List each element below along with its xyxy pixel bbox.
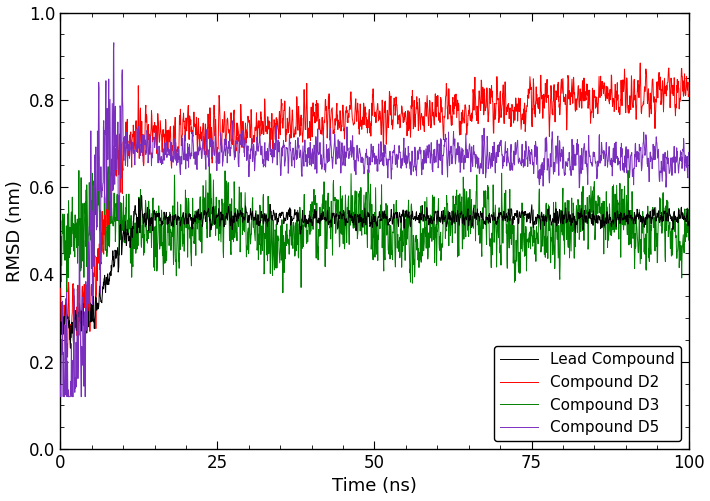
Lead Compound — [89, 296, 97, 302]
Compound D3 — [362, 231, 371, 237]
Compound D3 — [684, 237, 693, 243]
Compound D2 — [362, 123, 371, 129]
Compound D5 — [667, 155, 675, 161]
Compound D3 — [667, 228, 675, 234]
Compound D3 — [56, 242, 65, 248]
Line: Compound D3: Compound D3 — [60, 157, 689, 293]
Compound D5 — [56, 394, 65, 400]
Compound D2 — [684, 92, 693, 98]
Compound D5 — [109, 40, 118, 46]
Lead Compound — [362, 216, 371, 222]
Compound D2 — [89, 304, 97, 310]
Lead Compound — [56, 335, 65, 341]
Compound D5 — [667, 158, 675, 164]
Compound D3 — [94, 154, 103, 160]
Lead Compound — [667, 216, 675, 222]
Compound D3 — [88, 170, 97, 176]
Compound D3 — [667, 232, 675, 238]
Lead Compound — [137, 192, 146, 198]
Compound D2 — [551, 101, 559, 107]
Compound D2 — [62, 361, 70, 367]
Compound D5 — [362, 146, 371, 152]
Compound D5 — [346, 152, 354, 158]
Lead Compound — [667, 214, 675, 220]
Line: Compound D2: Compound D2 — [60, 63, 689, 364]
Compound D5 — [89, 289, 97, 295]
Compound D2 — [667, 75, 675, 81]
X-axis label: Time (ns): Time (ns) — [332, 477, 417, 495]
Lead Compound — [66, 345, 75, 351]
Lead Compound — [684, 219, 693, 225]
Legend: Lead Compound, Compound D2, Compound D3, Compound D5: Lead Compound, Compound D2, Compound D3,… — [493, 346, 681, 441]
Compound D3 — [346, 208, 354, 214]
Compound D5 — [552, 152, 560, 158]
Y-axis label: RMSD (nm): RMSD (nm) — [6, 180, 23, 282]
Line: Lead Compound: Lead Compound — [60, 195, 689, 348]
Lead Compound — [552, 209, 560, 215]
Compound D2 — [56, 285, 65, 291]
Lead Compound — [346, 213, 354, 219]
Compound D2 — [636, 60, 645, 66]
Compound D5 — [684, 149, 693, 155]
Compound D2 — [345, 106, 354, 112]
Compound D5 — [56, 382, 65, 388]
Compound D2 — [667, 90, 675, 96]
Compound D3 — [552, 199, 560, 205]
Line: Compound D5: Compound D5 — [60, 43, 689, 397]
Compound D3 — [278, 290, 287, 296]
